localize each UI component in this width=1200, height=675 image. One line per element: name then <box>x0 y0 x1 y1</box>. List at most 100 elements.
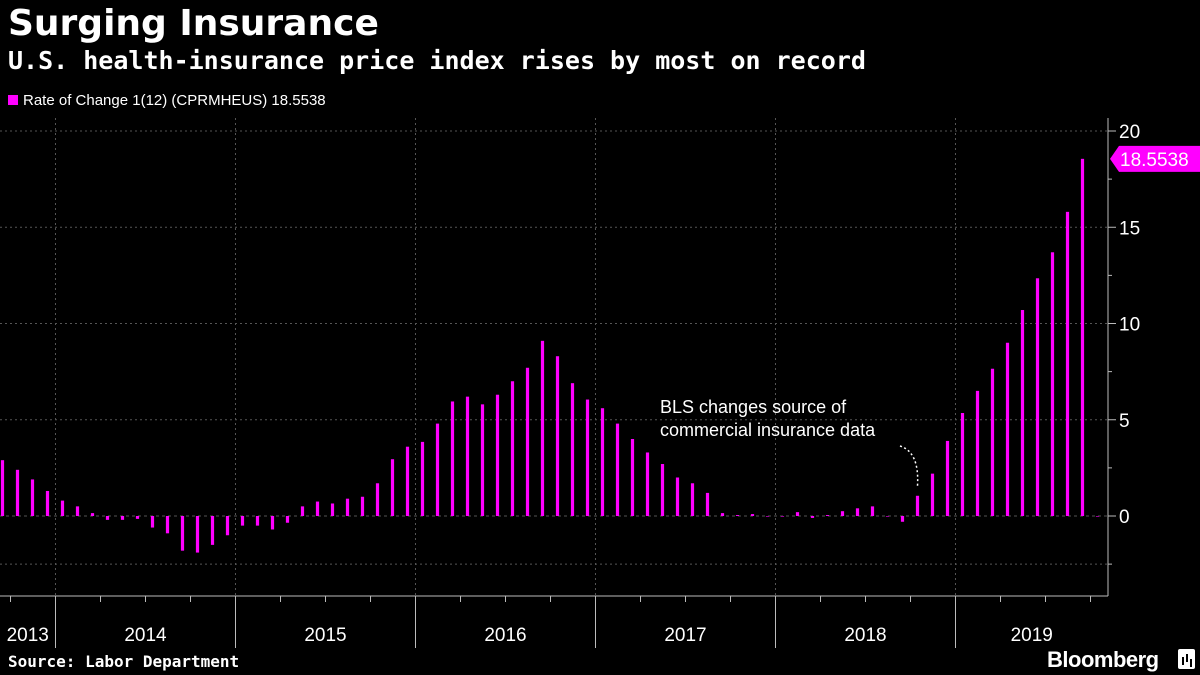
bar <box>990 368 995 516</box>
y-tick-label: 0 <box>1119 507 1130 528</box>
y-tick-label: 15 <box>1119 218 1140 239</box>
bar <box>165 516 170 534</box>
bar <box>915 495 920 516</box>
bar <box>150 516 155 528</box>
bar <box>450 401 455 516</box>
bar <box>270 516 275 530</box>
bar <box>60 500 65 516</box>
bar <box>885 516 890 517</box>
bar <box>1035 278 1040 516</box>
bar <box>105 516 110 520</box>
bar <box>420 441 425 516</box>
bar <box>435 423 440 516</box>
chart-subtitle: U.S. health-insurance price index rises … <box>8 46 866 75</box>
bar <box>225 516 230 536</box>
year-label: 2014 <box>124 625 167 646</box>
grid-layer <box>0 118 1108 596</box>
bar <box>840 511 845 516</box>
last-value-tag <box>1110 145 1200 172</box>
bar <box>15 469 20 516</box>
bar <box>75 506 80 516</box>
bar <box>30 479 35 516</box>
year-label: 2019 <box>1011 625 1053 646</box>
annotation-text: BLS changes source of <box>660 397 847 417</box>
year-label: 2013 <box>7 625 49 646</box>
legend-label: Rate of Change 1(12) (CPRMHEUS) 18.5538 <box>23 92 326 109</box>
bar <box>615 423 620 516</box>
bar <box>690 483 695 516</box>
bar <box>360 496 365 516</box>
bar <box>300 506 305 516</box>
bar <box>750 514 755 516</box>
bloomberg-terminal-icon <box>1178 649 1195 669</box>
bar <box>930 473 935 516</box>
bar <box>570 383 575 516</box>
bar <box>660 464 665 516</box>
bar <box>285 516 290 523</box>
bar <box>735 515 740 516</box>
brand-logo: Bloomberg <box>1047 647 1159 672</box>
bar <box>1050 252 1055 516</box>
annotation-text: commercial insurance data <box>660 420 876 440</box>
bar <box>345 498 350 516</box>
bar <box>1065 211 1070 516</box>
source-note: Source: Labor Department <box>8 652 240 671</box>
axis-layer: 0 5 10 15 20 18.5538 2013 2014 2015 2016 2017 2018 2… <box>0 118 1200 648</box>
bar <box>675 477 680 516</box>
bar <box>600 408 605 516</box>
bar <box>1095 516 1100 517</box>
bar <box>810 516 815 518</box>
bar <box>705 492 710 516</box>
legend: Rate of Change 1(12) (CPRMHEUS) 18.5538 <box>8 92 326 110</box>
bar <box>795 512 800 516</box>
bar <box>90 513 95 516</box>
bar <box>405 446 410 516</box>
bar <box>780 516 785 517</box>
bar <box>720 513 725 516</box>
year-label: 2016 <box>484 625 526 646</box>
bar <box>630 439 635 516</box>
y-tick-label: 20 <box>1119 122 1140 143</box>
annotation-layer: BLS changes source of commercial insuranc… <box>660 397 919 486</box>
bar <box>540 340 545 516</box>
bar <box>210 516 215 545</box>
bar <box>825 515 830 516</box>
bar <box>195 516 200 553</box>
bar <box>240 516 245 526</box>
bar <box>765 516 770 517</box>
bar <box>390 459 395 516</box>
annotation-leader <box>899 445 919 486</box>
bar <box>315 501 320 516</box>
bars-layer <box>0 158 1100 553</box>
bar <box>375 483 380 516</box>
bar <box>465 396 470 516</box>
bar <box>975 390 980 516</box>
bar <box>120 516 125 520</box>
last-value-label: 18.5538 <box>1120 150 1189 171</box>
bar <box>0 460 5 516</box>
year-label: 2017 <box>664 625 706 646</box>
y-tick-label: 5 <box>1119 411 1130 432</box>
bar <box>495 394 500 516</box>
bar <box>945 440 950 516</box>
bar <box>45 490 50 516</box>
bar <box>585 399 590 516</box>
year-label: 2018 <box>844 625 886 646</box>
bar <box>900 516 905 522</box>
bar <box>645 452 650 516</box>
bar <box>855 508 860 516</box>
bar <box>1080 158 1085 516</box>
bar <box>960 413 965 516</box>
bar <box>1005 342 1010 516</box>
bar <box>510 381 515 516</box>
bar <box>330 503 335 516</box>
bar <box>135 516 140 519</box>
bar <box>480 404 485 516</box>
bar <box>1020 310 1025 516</box>
chart-title: Surging Insurance <box>8 3 379 44</box>
bar <box>870 506 875 516</box>
bar <box>555 356 560 516</box>
bar <box>180 516 185 551</box>
bar <box>255 516 260 526</box>
